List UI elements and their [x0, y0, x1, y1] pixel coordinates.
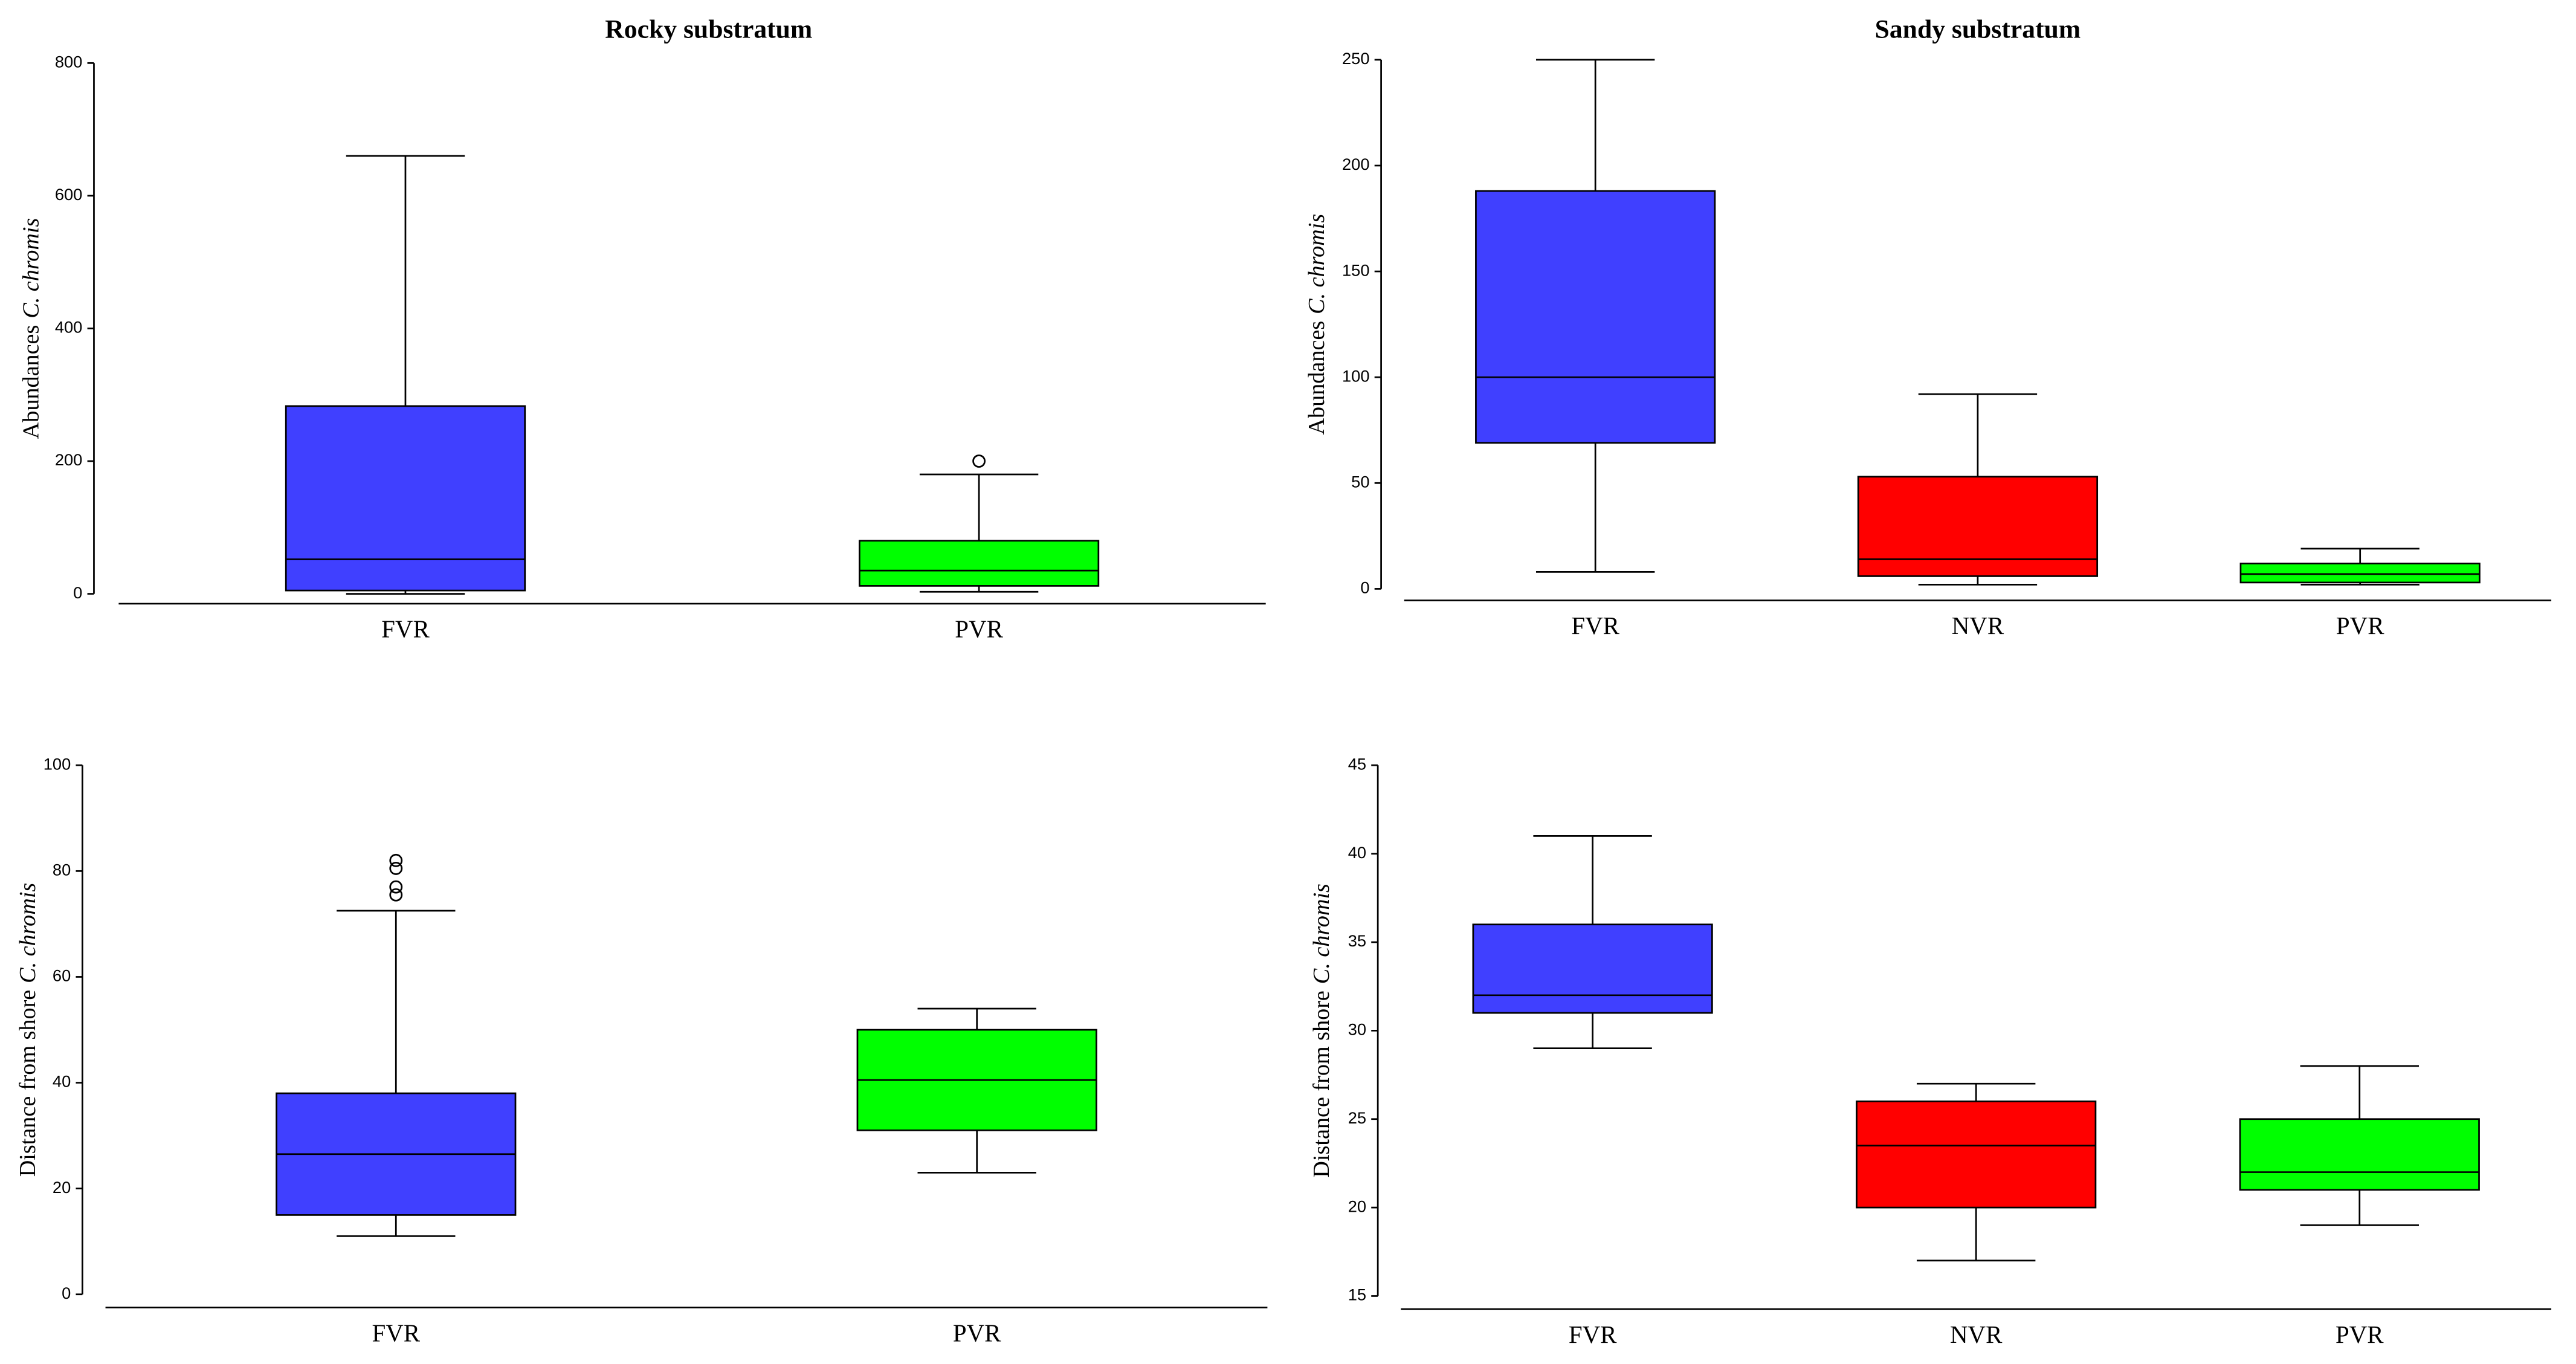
y-tick-label: 20 [1348, 1197, 1366, 1215]
x-tick-label: PVR [2336, 1321, 2384, 1348]
box [859, 540, 1100, 587]
box [2239, 1118, 2480, 1191]
y-tick-label: 25 [1348, 1108, 1366, 1127]
y-tick-label: 600 [55, 185, 83, 204]
x-tick-label: PVR [2336, 612, 2384, 639]
x-tick-label: PVR [953, 1319, 1001, 1346]
y-tick-label: 200 [1342, 155, 1369, 173]
y-axis-label: Distance from shore C. chromis [15, 883, 40, 1177]
y-axis-label: Abundances C. chromis [18, 218, 44, 439]
box [1856, 1101, 2097, 1209]
y-tick-label: 0 [1360, 578, 1369, 597]
y-tick-label: 35 [1348, 931, 1366, 950]
y-axis-label: Abundances C. chromis [1304, 214, 1329, 435]
outlier [389, 853, 403, 867]
y-axis-label-part: Abundances [1304, 321, 1329, 435]
x-tick-label: FVR [1571, 612, 1619, 639]
x-tick-label: FVR [1569, 1321, 1617, 1348]
y-axis-label-part: C. chromis [1309, 884, 1334, 984]
y-tick-label: 60 [53, 966, 71, 985]
y-axis-label-part: Distance from shore [15, 990, 40, 1177]
y-tick-label: 100 [1342, 366, 1369, 385]
y-tick-label: 100 [44, 754, 71, 773]
y-tick-label: 50 [1351, 473, 1369, 491]
outlier [389, 862, 403, 875]
x-tick-label: NVR [1952, 612, 2004, 639]
box [1475, 190, 1716, 444]
y-tick-label: 40 [1348, 843, 1366, 862]
x-tick-label: FVR [381, 616, 430, 643]
x-tick-label: PVR [955, 616, 1003, 643]
y-tick-label: 20 [53, 1178, 71, 1197]
y-tick-label: 0 [62, 1284, 71, 1302]
y-axis-label-part: C. chromis [1304, 214, 1329, 314]
chart-title: Rocky substratum [605, 15, 812, 44]
y-axis-label-part: Abundances [18, 325, 44, 439]
y-tick-label: 400 [55, 318, 83, 337]
y-axis-label: Distance from shore C. chromis [1309, 884, 1334, 1178]
outlier [389, 880, 403, 894]
box [1472, 923, 1713, 1014]
box [285, 405, 526, 592]
x-tick-label: NVR [1950, 1321, 2003, 1348]
y-tick-label: 0 [73, 583, 82, 602]
outlier [389, 888, 403, 902]
box [2239, 563, 2481, 584]
y-axis-label-part: C. chromis [15, 883, 40, 983]
box [1857, 476, 2099, 577]
y-tick-label: 250 [1342, 49, 1369, 68]
y-tick-label: 15 [1348, 1285, 1366, 1304]
y-axis-label-part: Distance from shore [1309, 991, 1334, 1178]
chart-title: Sandy substratum [1875, 15, 2081, 44]
y-tick-label: 80 [53, 861, 71, 879]
y-tick-label: 150 [1342, 260, 1369, 279]
y-tick-label: 200 [55, 450, 83, 469]
y-axis-label-part: C. chromis [18, 218, 44, 318]
y-tick-label: 40 [53, 1072, 71, 1091]
y-tick-label: 45 [1348, 754, 1366, 773]
outlier [972, 454, 986, 468]
y-tick-label: 800 [55, 53, 83, 71]
y-tick-label: 30 [1348, 1020, 1366, 1039]
x-tick-label: FVR [372, 1319, 420, 1346]
